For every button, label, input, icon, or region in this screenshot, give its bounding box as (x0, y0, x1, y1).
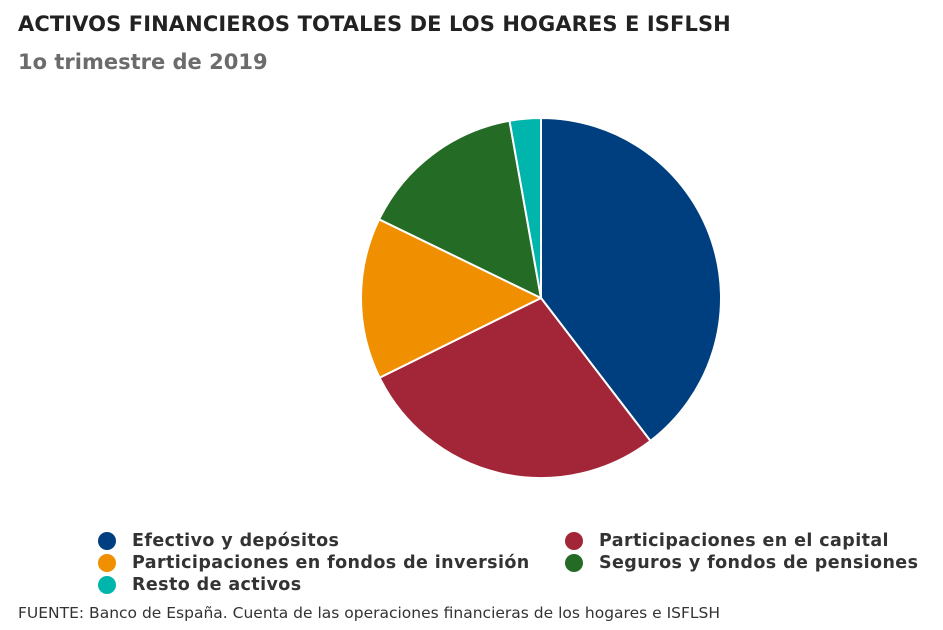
legend-label: Participaciones en el capital (599, 531, 889, 551)
legend-swatch (565, 532, 583, 550)
pie-slice-4 (508, 117, 542, 299)
legend-label: Efectivo y depósitos (132, 531, 340, 551)
legend-swatch (98, 532, 116, 550)
chart-title: ACTIVOS FINANCIEROS TOTALES DE LOS HOGAR… (18, 12, 731, 36)
pie-slice-2 (360, 218, 542, 379)
legend-label: Resto de activos (132, 575, 302, 595)
legend-item-seguros-pensiones: Seguros y fondos de pensiones (565, 551, 918, 575)
pie-slice-0 (540, 117, 723, 442)
legend-swatch (98, 576, 116, 594)
pie-slice-1 (378, 297, 652, 479)
legend-item-participaciones-fondos: Participaciones en fondos de inversión (98, 551, 530, 575)
pie-chart (360, 117, 723, 479)
legend-swatch (98, 554, 116, 572)
legend-label: Seguros y fondos de pensiones (599, 553, 919, 573)
pie-slice-3 (378, 119, 542, 299)
legend-swatch (565, 554, 583, 572)
legend-item-resto-activos: Resto de activos (98, 573, 302, 597)
legend-label: Participaciones en fondos de inversión (132, 553, 530, 573)
legend-item-efectivo: Efectivo y depósitos (98, 529, 339, 553)
source-note: FUENTE: Banco de España. Cuenta de las o… (18, 604, 721, 622)
legend-item-participaciones-capital: Participaciones en el capital (565, 529, 889, 553)
chart-subtitle: 1o trimestre de 2019 (18, 50, 268, 74)
